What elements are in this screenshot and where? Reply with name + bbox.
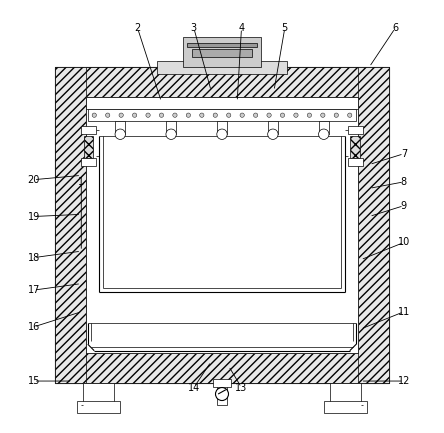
Circle shape xyxy=(318,129,329,139)
Circle shape xyxy=(334,113,338,117)
Circle shape xyxy=(348,113,352,117)
Bar xyxy=(86,97,358,109)
Circle shape xyxy=(200,113,204,117)
Bar xyxy=(83,383,114,405)
Bar xyxy=(319,121,329,134)
Text: 1: 1 xyxy=(78,177,84,187)
Bar xyxy=(157,61,287,74)
Bar xyxy=(183,37,261,67)
Text: 16: 16 xyxy=(28,322,40,332)
Circle shape xyxy=(186,113,190,117)
Text: 2: 2 xyxy=(135,23,141,33)
Circle shape xyxy=(159,113,164,117)
Circle shape xyxy=(226,113,231,117)
Bar xyxy=(84,136,93,158)
Text: 14: 14 xyxy=(188,382,200,393)
Bar xyxy=(330,383,361,405)
Bar xyxy=(348,126,363,134)
Circle shape xyxy=(166,129,176,139)
Bar xyxy=(213,379,231,387)
Bar xyxy=(56,67,86,383)
Text: 5: 5 xyxy=(281,23,288,33)
Bar xyxy=(348,158,363,166)
Bar xyxy=(187,43,257,46)
Bar xyxy=(56,353,388,383)
Text: 13: 13 xyxy=(235,382,248,393)
Bar xyxy=(324,401,367,413)
Circle shape xyxy=(215,388,229,401)
Bar xyxy=(115,121,125,134)
Bar xyxy=(77,401,120,413)
Bar xyxy=(166,121,176,134)
Bar xyxy=(86,97,358,353)
Text: 18: 18 xyxy=(28,252,40,263)
Text: 17: 17 xyxy=(28,285,40,295)
Bar xyxy=(56,67,388,383)
Bar xyxy=(217,121,227,134)
Bar xyxy=(81,158,96,166)
Circle shape xyxy=(267,113,271,117)
Circle shape xyxy=(240,113,244,117)
Circle shape xyxy=(119,113,123,117)
Bar xyxy=(192,49,252,57)
Text: 9: 9 xyxy=(401,200,407,211)
Circle shape xyxy=(254,113,258,117)
Bar xyxy=(268,121,278,134)
Bar xyxy=(88,109,356,121)
Circle shape xyxy=(213,113,218,117)
Circle shape xyxy=(294,113,298,117)
Text: 6: 6 xyxy=(392,23,398,33)
Circle shape xyxy=(115,129,126,139)
Circle shape xyxy=(307,113,312,117)
Text: 19: 19 xyxy=(28,211,40,222)
Bar xyxy=(217,383,227,405)
Bar xyxy=(350,136,360,158)
Circle shape xyxy=(146,113,150,117)
Text: 12: 12 xyxy=(398,376,410,386)
Text: 11: 11 xyxy=(398,307,410,317)
Bar xyxy=(81,126,96,134)
Circle shape xyxy=(106,113,110,117)
Text: 3: 3 xyxy=(191,23,197,33)
Text: 8: 8 xyxy=(401,177,407,187)
Circle shape xyxy=(132,113,137,117)
Circle shape xyxy=(217,129,227,139)
Bar xyxy=(358,67,388,383)
Circle shape xyxy=(92,113,96,117)
Circle shape xyxy=(280,113,285,117)
Text: 20: 20 xyxy=(28,174,40,185)
Text: 4: 4 xyxy=(238,23,245,33)
Text: 7: 7 xyxy=(401,149,407,159)
Circle shape xyxy=(268,129,278,139)
Text: 10: 10 xyxy=(398,237,410,248)
Circle shape xyxy=(321,113,325,117)
Text: 15: 15 xyxy=(28,376,40,386)
Circle shape xyxy=(173,113,177,117)
Bar xyxy=(56,67,388,97)
